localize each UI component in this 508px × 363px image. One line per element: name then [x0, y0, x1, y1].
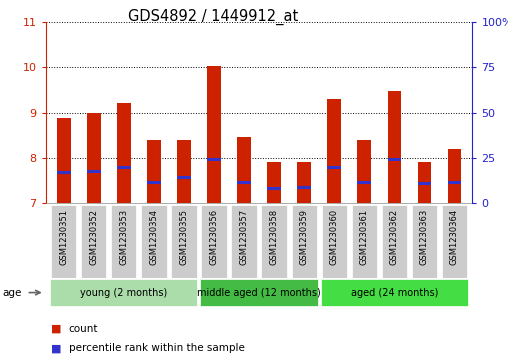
Text: GSM1230362: GSM1230362 — [390, 209, 399, 265]
Text: GSM1230354: GSM1230354 — [149, 209, 158, 265]
Bar — [448, 181, 461, 184]
Bar — [382, 205, 407, 278]
Bar — [141, 205, 167, 278]
Bar — [207, 158, 221, 161]
Bar — [418, 163, 431, 203]
Bar — [388, 158, 401, 161]
Bar — [237, 138, 251, 203]
Text: GSM1230361: GSM1230361 — [360, 209, 369, 265]
Bar — [51, 205, 76, 278]
Bar — [328, 99, 341, 203]
Bar — [117, 166, 131, 170]
Bar — [321, 279, 468, 306]
Bar — [267, 187, 281, 190]
Text: GSM1230355: GSM1230355 — [179, 209, 188, 265]
Text: aged (24 months): aged (24 months) — [351, 287, 438, 298]
Text: GSM1230358: GSM1230358 — [270, 209, 278, 265]
Bar — [358, 140, 371, 203]
Bar — [418, 182, 431, 185]
Bar — [237, 181, 251, 184]
Bar — [412, 205, 437, 278]
Text: GSM1230356: GSM1230356 — [209, 209, 218, 265]
Bar — [297, 186, 311, 189]
Bar — [201, 205, 227, 278]
Bar — [262, 205, 287, 278]
Bar — [177, 176, 190, 179]
Bar — [292, 205, 317, 278]
Text: GSM1230364: GSM1230364 — [450, 209, 459, 265]
Bar — [232, 205, 257, 278]
Text: GSM1230357: GSM1230357 — [240, 209, 248, 265]
Text: age: age — [3, 287, 22, 298]
Text: ■: ■ — [51, 343, 61, 354]
Text: GSM1230351: GSM1230351 — [59, 209, 68, 265]
Text: GSM1230363: GSM1230363 — [420, 209, 429, 265]
Text: GSM1230353: GSM1230353 — [119, 209, 129, 265]
Bar — [207, 66, 221, 203]
Text: ■: ■ — [51, 323, 61, 334]
Bar — [87, 170, 101, 173]
Bar — [147, 181, 161, 184]
Text: middle aged (12 months): middle aged (12 months) — [197, 287, 321, 298]
Bar — [177, 140, 190, 203]
Bar — [448, 149, 461, 203]
Bar — [81, 205, 106, 278]
Bar — [111, 205, 137, 278]
Bar — [442, 205, 467, 278]
Text: GSM1230360: GSM1230360 — [330, 209, 339, 265]
Text: GSM1230359: GSM1230359 — [300, 209, 309, 265]
Bar — [147, 140, 161, 203]
Text: GDS4892 / 1449912_at: GDS4892 / 1449912_at — [128, 9, 299, 25]
Bar — [117, 103, 131, 203]
Bar — [57, 171, 71, 174]
Bar — [388, 91, 401, 203]
Bar — [358, 181, 371, 184]
Text: GSM1230352: GSM1230352 — [89, 209, 99, 265]
Bar — [328, 166, 341, 170]
Bar — [297, 162, 311, 203]
Bar — [322, 205, 347, 278]
Bar — [201, 279, 318, 306]
Bar — [57, 118, 71, 203]
Bar — [87, 113, 101, 203]
Bar — [352, 205, 377, 278]
Text: young (2 months): young (2 months) — [80, 287, 168, 298]
Bar — [267, 162, 281, 203]
Text: count: count — [69, 323, 98, 334]
Text: percentile rank within the sample: percentile rank within the sample — [69, 343, 244, 354]
Bar — [50, 279, 198, 306]
Bar — [171, 205, 197, 278]
